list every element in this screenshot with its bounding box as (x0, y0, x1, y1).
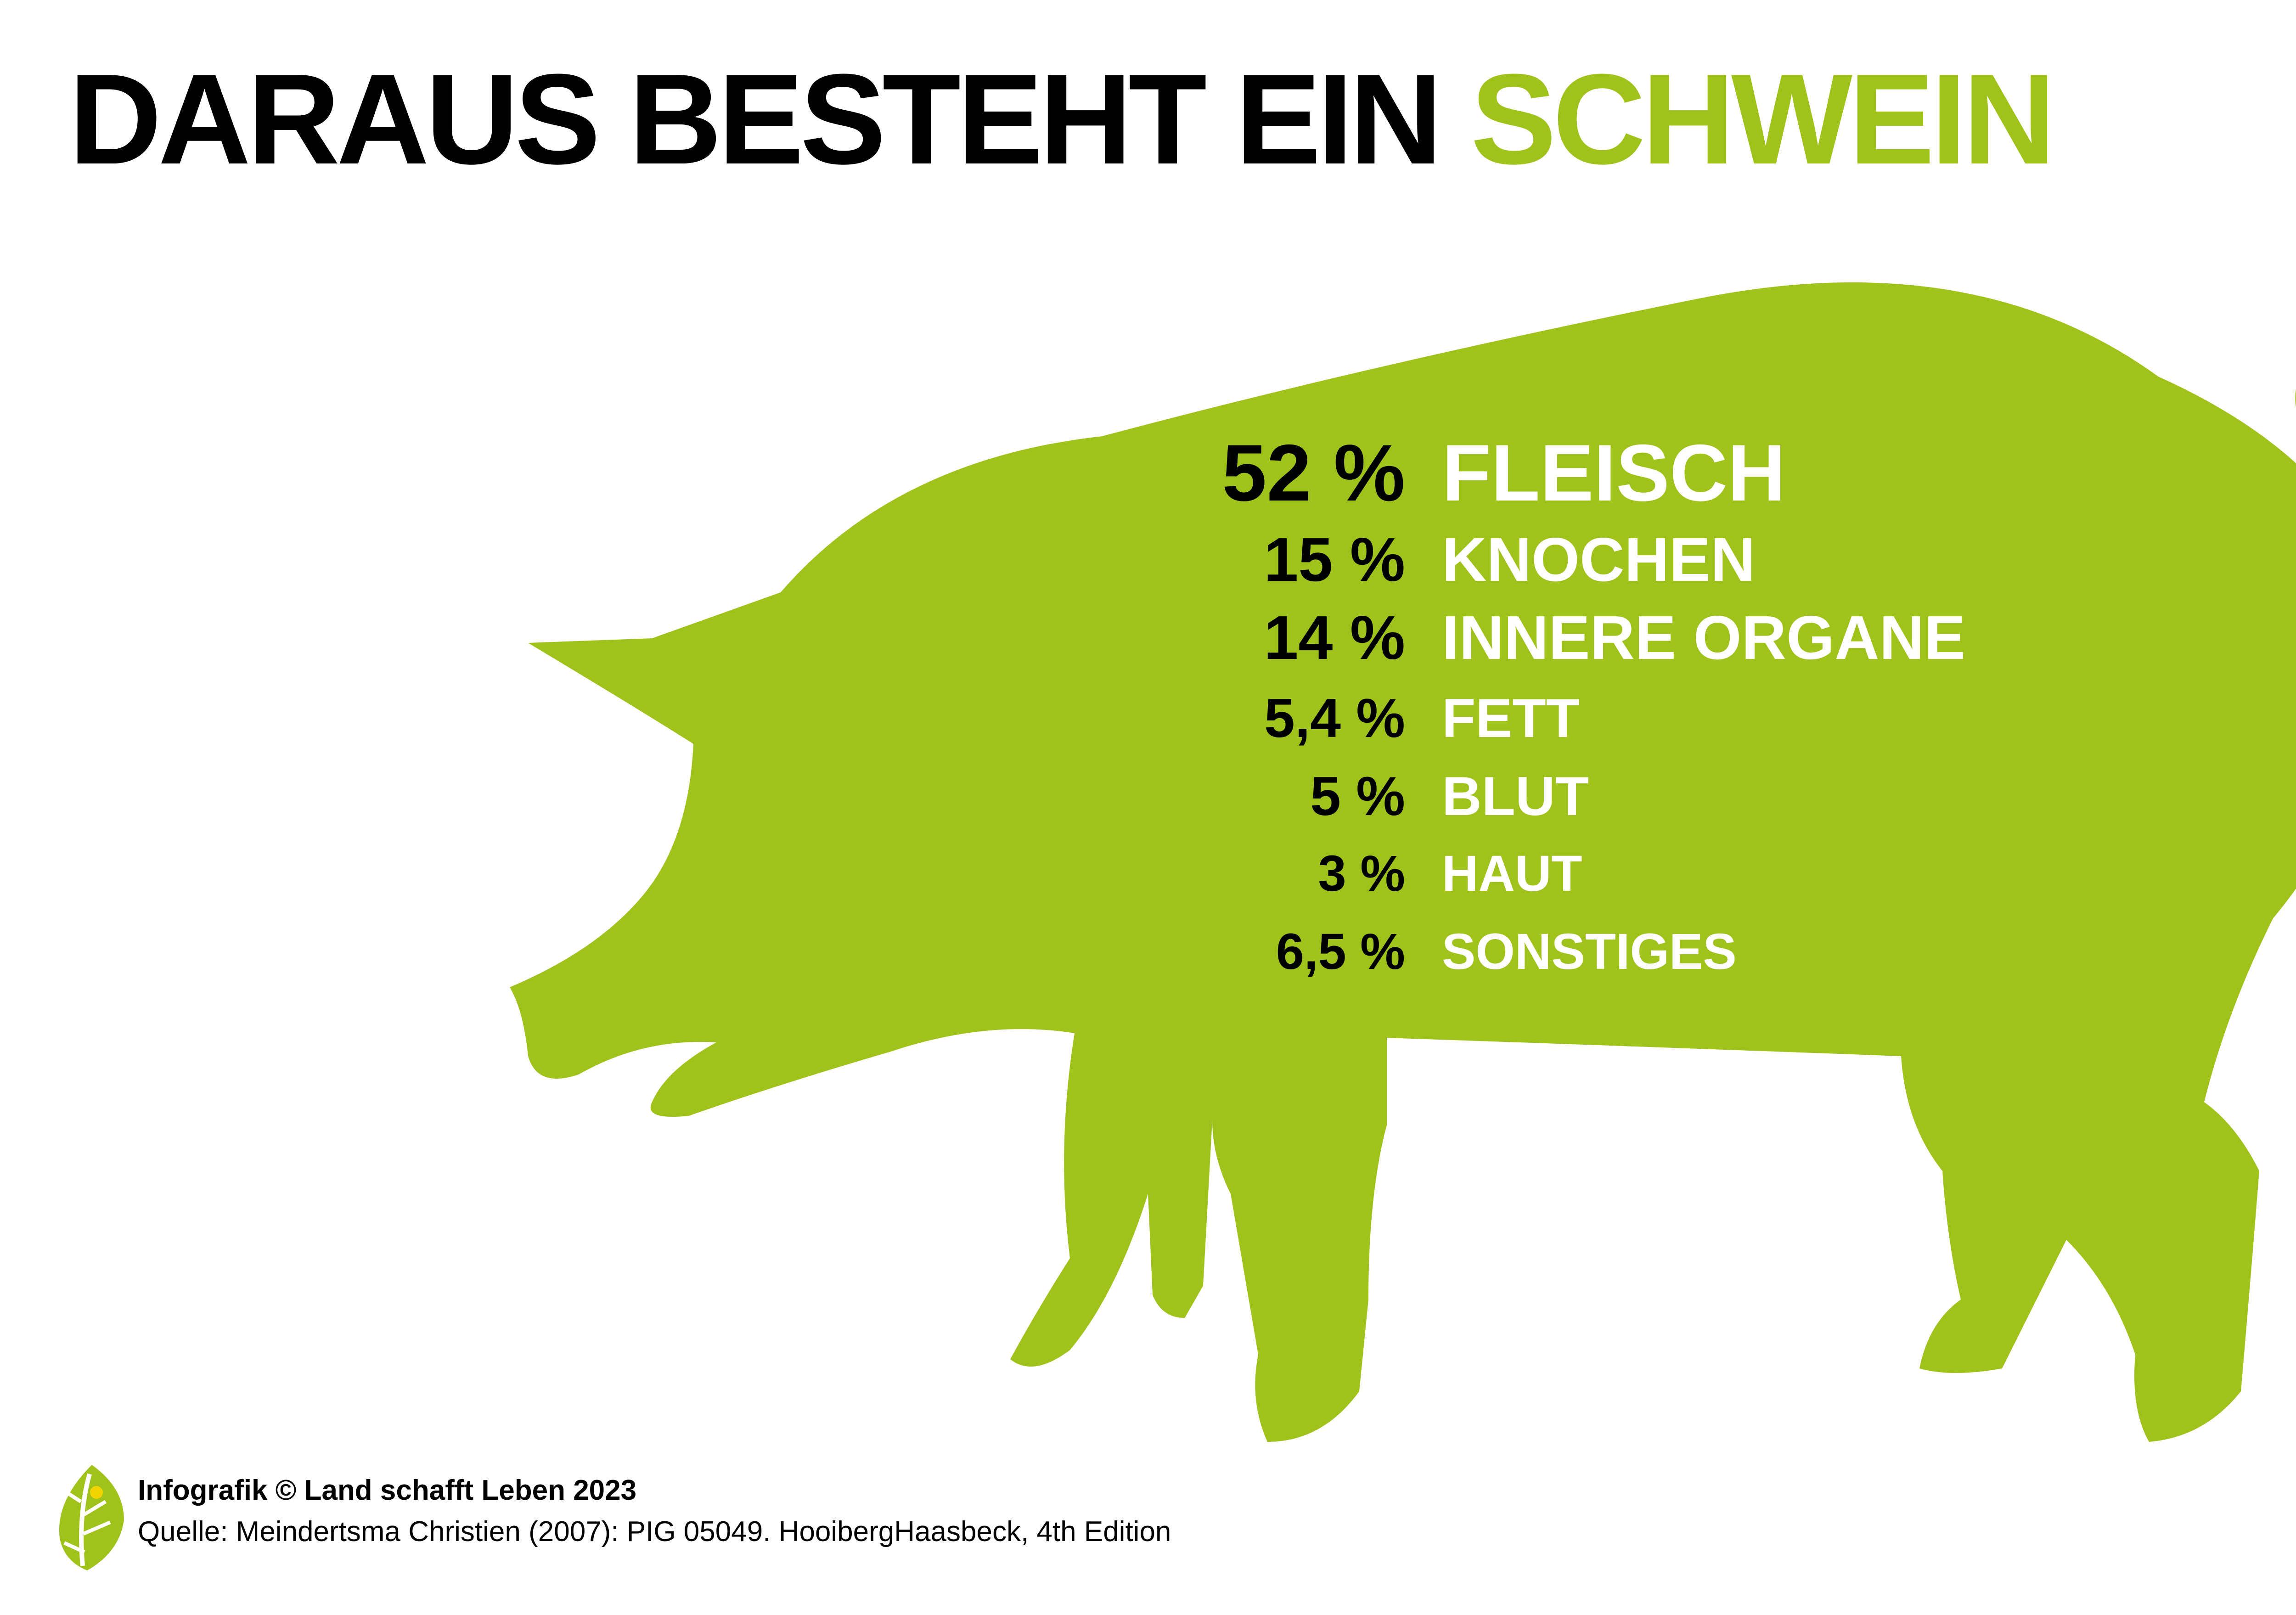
footer: Infografik © Land schafft Leben 2023 Que… (51, 1460, 1520, 1580)
pig-body (510, 282, 2296, 1442)
stats-value: 3 % (1318, 845, 1405, 902)
page-title: DARAUS BESTEHT EIN SCHWEIN (69, 55, 2056, 184)
stats-category: FETT (1442, 687, 1580, 749)
stats-row: 5,4 % FETT (1264, 687, 1580, 749)
footer-credit: Infografik © Land schafft Leben 2023 (138, 1474, 637, 1506)
title-part-1: DARAUS BESTEHT EIN (69, 48, 1442, 191)
stats-row: 15 % KNOCHEN (1264, 525, 1755, 594)
stats-category: INNERE ORGANE (1442, 603, 1965, 672)
stats-category: HAUT (1442, 845, 1582, 902)
stats-table: 52 % FLEISCH 15 % KNOCHEN 14 % INNERE ORGANE 5… (1222, 428, 1965, 980)
leaf-logo-icon (59, 1465, 124, 1570)
stats-category: SONSTIGES (1442, 923, 1737, 980)
stats-value: 5,4 % (1264, 687, 1405, 749)
stats-row: 3 % HAUT (1318, 845, 1582, 902)
stats-value: 52 % (1222, 428, 1405, 518)
title-part-2: SCHWEIN (1470, 48, 2056, 191)
stats-row: 6,5 % SONSTIGES (1276, 923, 1737, 980)
stats-category: FLEISCH (1442, 428, 1786, 518)
stats-value: 15 % (1264, 525, 1405, 594)
stats-category: KNOCHEN (1442, 525, 1756, 594)
stats-value: 6,5 % (1276, 923, 1405, 980)
stats-category: BLUT (1442, 765, 1589, 827)
stats-row: 5 % BLUT (1310, 765, 1589, 827)
footer-source: Quelle: Meindertsma Christien (2007): PI… (138, 1516, 1171, 1547)
stats-row: 14 % INNERE ORGANE (1264, 603, 1965, 672)
stats-value: 14 % (1264, 603, 1405, 672)
stats-row: 52 % FLEISCH (1222, 428, 1786, 518)
stats-value: 5 % (1310, 765, 1405, 827)
